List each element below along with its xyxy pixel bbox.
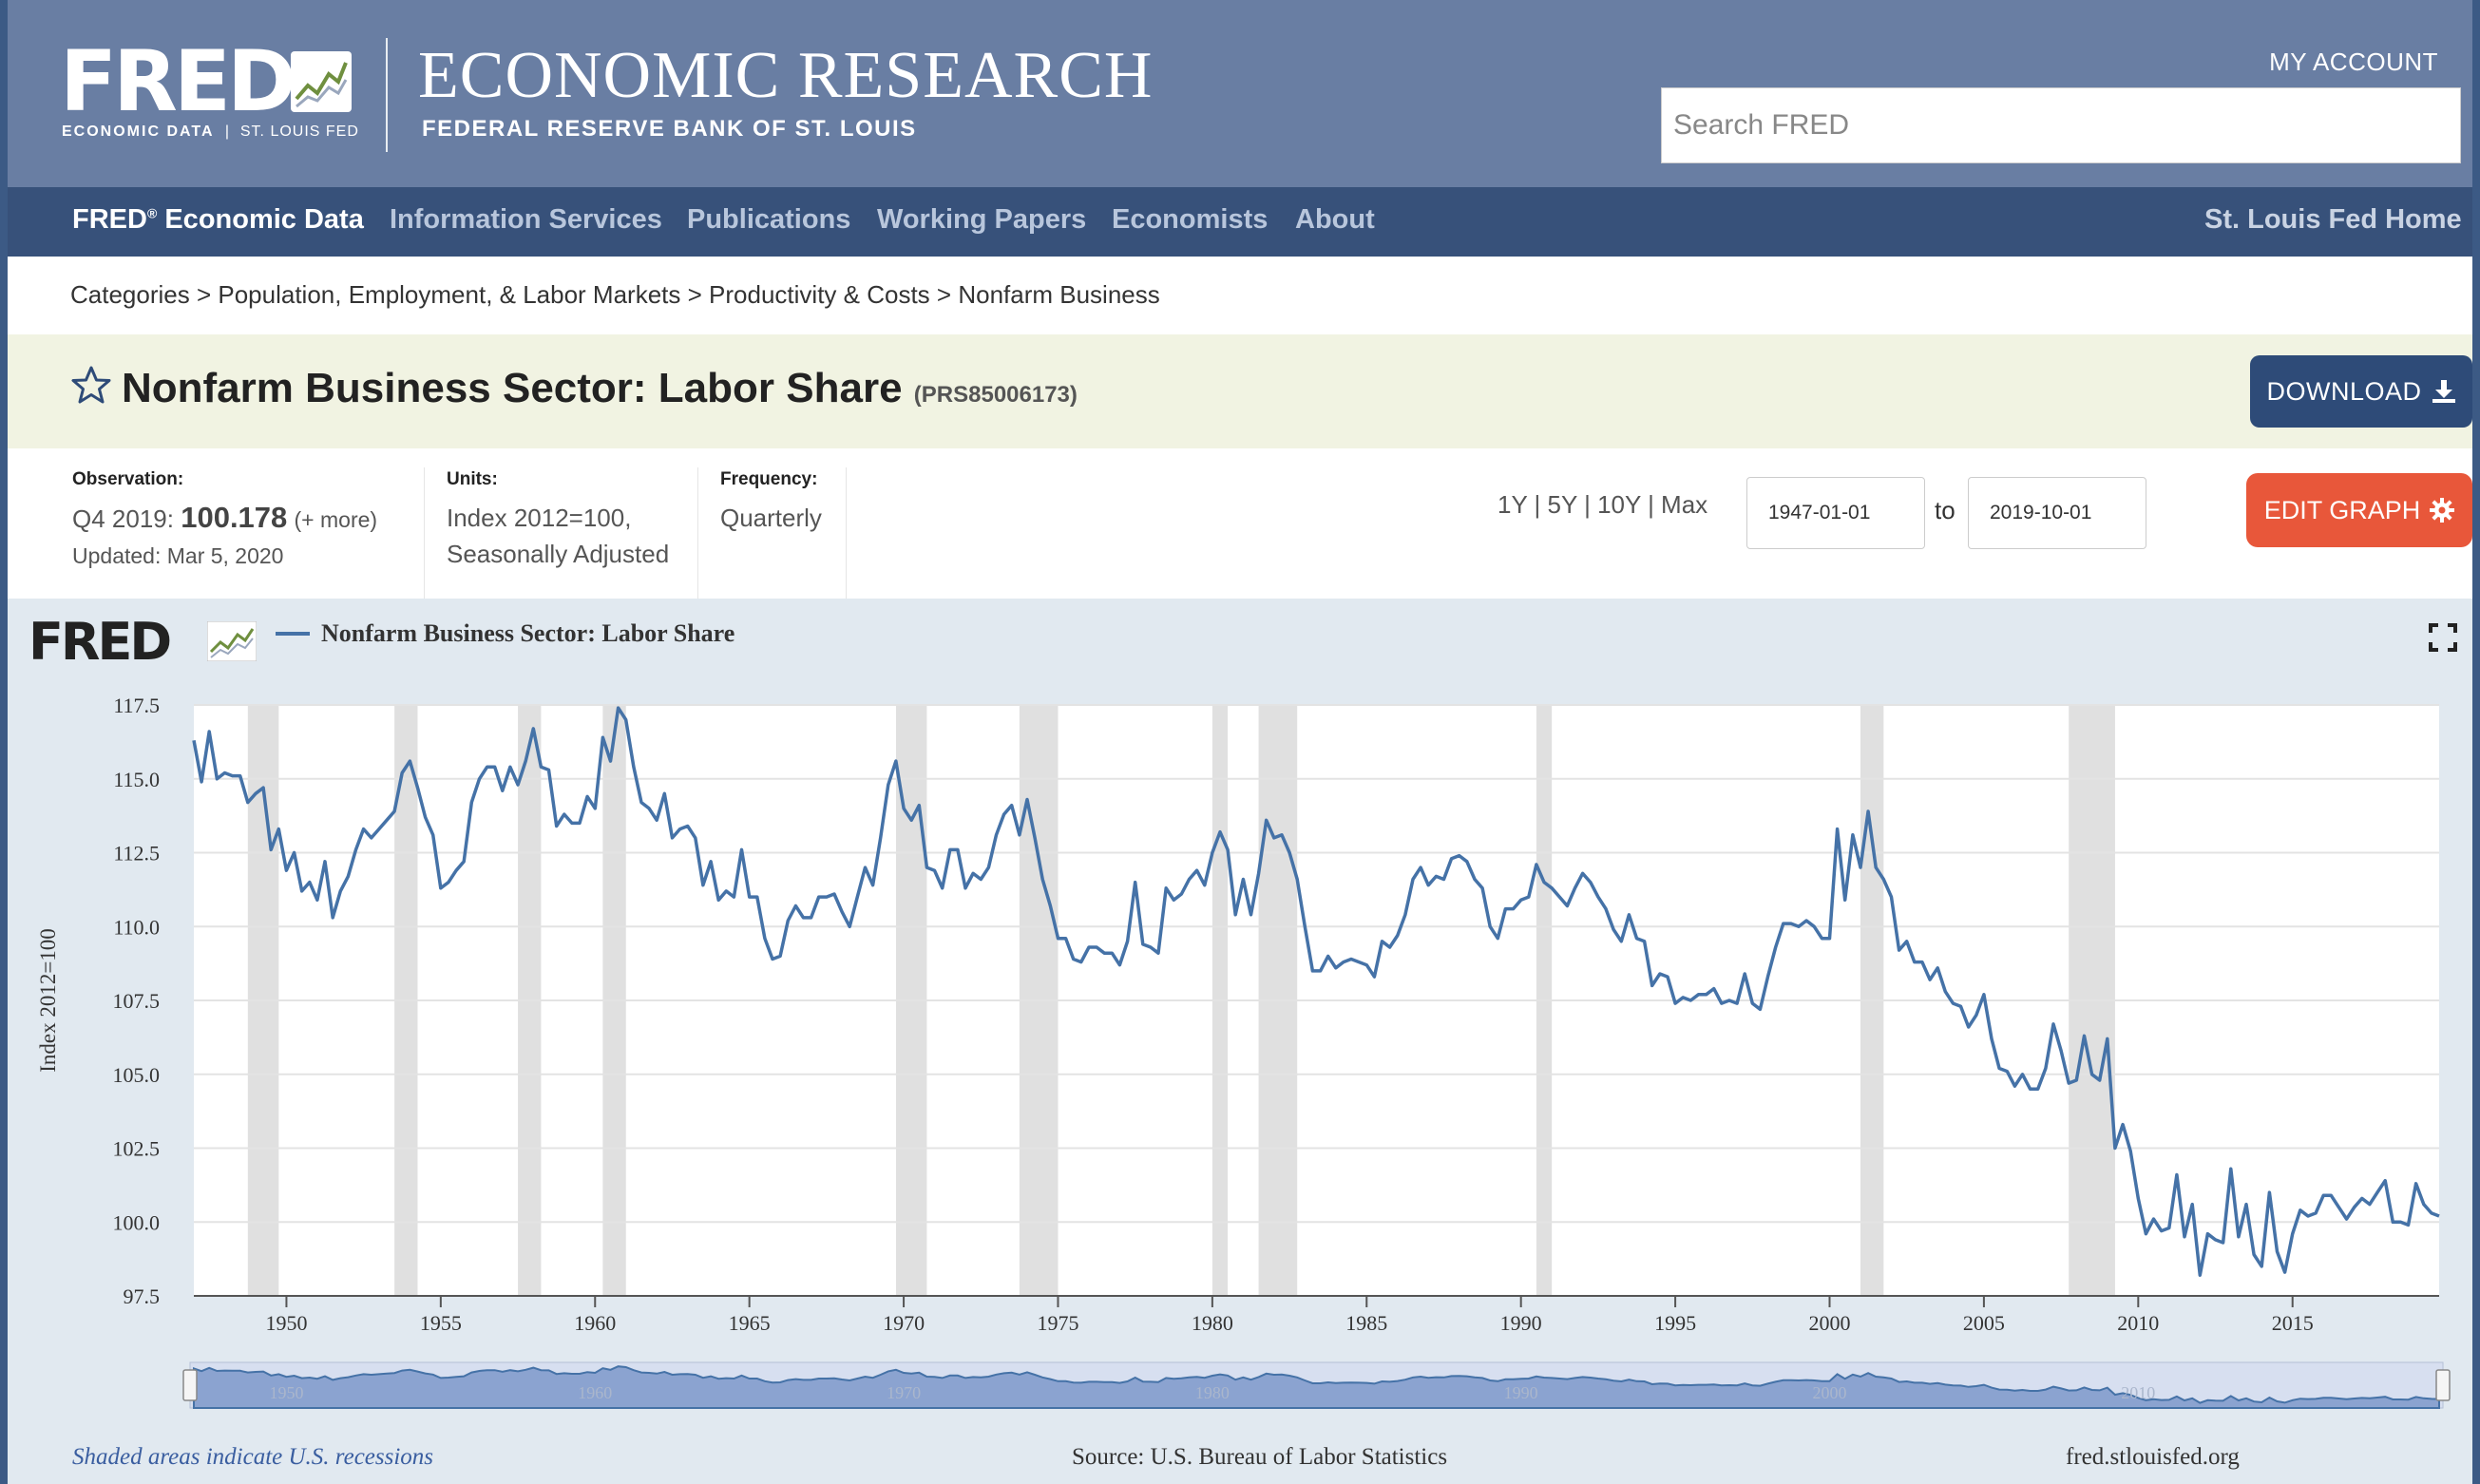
nav-information-services[interactable]: Information Services [390,204,662,235]
x-tick-label: 2000 [1808,1311,1850,1335]
download-icon [2432,380,2455,403]
meta-divider [697,467,698,600]
series-meta: Observation: Q4 2019: 100.178 (+ more) U… [8,448,2472,600]
fred-logo-text: FRED [60,32,296,130]
x-tick-label: 1990 [1500,1311,1542,1335]
y-tick-label: 97.5 [124,1284,161,1308]
x-tick-label: 1950 [265,1311,307,1335]
y-tick-label: 105.0 [113,1063,161,1087]
x-tick-label: 1975 [1037,1311,1078,1335]
logo-subtitle-fed: ST. LOUIS FED [239,124,359,140]
site-title[interactable]: ECONOMIC RESEARCH [418,39,1154,112]
navigator-series [193,1365,2440,1409]
navigator-handle[interactable] [2435,1369,2451,1401]
gear-icon [2430,498,2455,523]
series-title-band: Nonfarm Business Sector: Labor Share (PR… [8,334,2472,448]
y-tick-label: 102.5 [113,1137,161,1161]
navigator-handle[interactable] [182,1369,198,1401]
favorite-star-icon[interactable] [70,365,112,407]
nav-fred-economic-data[interactable]: FRED® Economic Data [72,204,364,235]
navigator-year-label: 1980 [1195,1383,1230,1402]
navigator-year-label: 1950 [269,1383,303,1402]
fred-chart-logo: FRED [29,612,172,672]
legend-label: Nonfarm Business Sector: Labor Share [321,619,735,647]
updated-date: Updated: Mar 5, 2020 [72,543,284,568]
navigator-year-label: 1960 [578,1383,612,1402]
nav-publications[interactable]: Publications [687,204,851,235]
y-tick-label: 110.0 [113,915,160,939]
x-tick-label: 1965 [729,1311,771,1335]
observation-value: 100.178 [181,501,288,534]
header-divider [386,38,388,152]
main-nav: FRED® Economic Data Information Services… [8,187,2472,257]
page-title: Nonfarm Business Sector: Labor Share [122,365,903,411]
navigator-year-label: 2000 [1812,1383,1846,1402]
my-account-link[interactable]: MY ACCOUNT [2269,48,2438,76]
line-chart: 97.5 100.0 102.5 105.0 107.5 110.0 112.5 115.0 1… [36,694,2451,1409]
start-date-input[interactable] [1746,477,1925,549]
x-tick-label: 1995 [1654,1311,1696,1335]
site-subtitle: FEDERAL RESERVE BANK OF ST. LOUIS [422,116,917,142]
legend-swatch [276,632,310,636]
date-range-links[interactable]: 1Y | 5Y | 10Y | Max [1498,490,1708,519]
y-tick-label: 112.5 [113,842,160,866]
edit-graph-button[interactable]: EDIT GRAPH [2246,473,2472,547]
site-header: FRED ECONOMIC DATA | ST. LOUIS FED ECONO… [8,0,2472,187]
breadcrumb-nonfarm[interactable]: Nonfarm Business [958,280,1160,309]
download-button[interactable]: DOWNLOAD [2250,355,2472,428]
search-input[interactable] [1661,87,2461,163]
nav-working-papers[interactable]: Working Papers [877,204,1087,235]
breadcrumb: Categories > Population, Employment, & L… [70,280,1160,309]
navigator-year-label: 2010 [2121,1383,2155,1402]
nav-st-louis-fed-home[interactable]: St. Louis Fed Home [2204,204,2462,235]
navigator-year-label: 1970 [887,1383,921,1402]
navigator-year-label: 1990 [1504,1383,1538,1402]
source-text: Source: U.S. Bureau of Labor Statistics [1072,1444,1448,1470]
nav-about[interactable]: About [1295,204,1375,235]
x-tick-label: 1960 [574,1311,616,1335]
breadcrumb-categories[interactable]: Categories [70,280,190,309]
x-tick-label: 1970 [883,1311,925,1335]
y-tick-label: 115.0 [113,768,160,791]
chart-legend: Nonfarm Business Sector: Labor Share [276,619,734,648]
chart-logo-icon [207,621,257,661]
breadcrumb-population[interactable]: Population, Employment, & Labor Markets [218,280,681,309]
y-tick-label: 107.5 [113,989,161,1013]
nav-economists[interactable]: Economists [1112,204,1269,235]
end-date-input[interactable] [1968,477,2146,549]
units-block: Units: Index 2012=100, Seasonally Adjust… [447,469,670,568]
x-tick-label: 1980 [1192,1311,1233,1335]
breadcrumb-productivity[interactable]: Productivity & Costs [709,280,930,309]
y-tick-label: 100.0 [113,1210,161,1234]
meta-divider [846,467,847,600]
fred-logo[interactable]: FRED ECONOMIC DATA | ST. LOUIS FED [60,32,359,141]
y-axis-label: Index 2012=100 [36,928,60,1073]
chart-logo-icon [291,51,352,112]
x-tick-label: 2005 [1963,1311,2005,1335]
to-label: to [1935,496,1955,524]
more-observations-link[interactable]: (+ more) [294,507,378,532]
y-tick-label: 117.5 [113,694,160,717]
x-tick-label: 2015 [2272,1311,2314,1335]
graph-panel: 97.5 100.0 102.5 105.0 107.5 110.0 112.5 115.0 1… [8,599,2472,1484]
fred-url[interactable]: fred.stlouisfed.org [2066,1444,2240,1470]
series-line [192,706,2440,1277]
series-id: (PRS85006173) [913,382,1078,408]
frequency-block: Frequency: Quarterly [720,469,822,532]
fullscreen-icon[interactable] [2429,623,2457,652]
meta-divider [424,467,425,600]
x-tick-label: 1955 [420,1311,462,1335]
x-tick-label: 2010 [2117,1311,2159,1335]
recession-note: Shaded areas indicate U.S. recessions [72,1444,434,1470]
observation-block: Observation: Q4 2019: 100.178 (+ more) U… [72,469,377,574]
x-tick-label: 1985 [1345,1311,1387,1335]
logo-subtitle: ECONOMIC DATA [62,124,214,140]
